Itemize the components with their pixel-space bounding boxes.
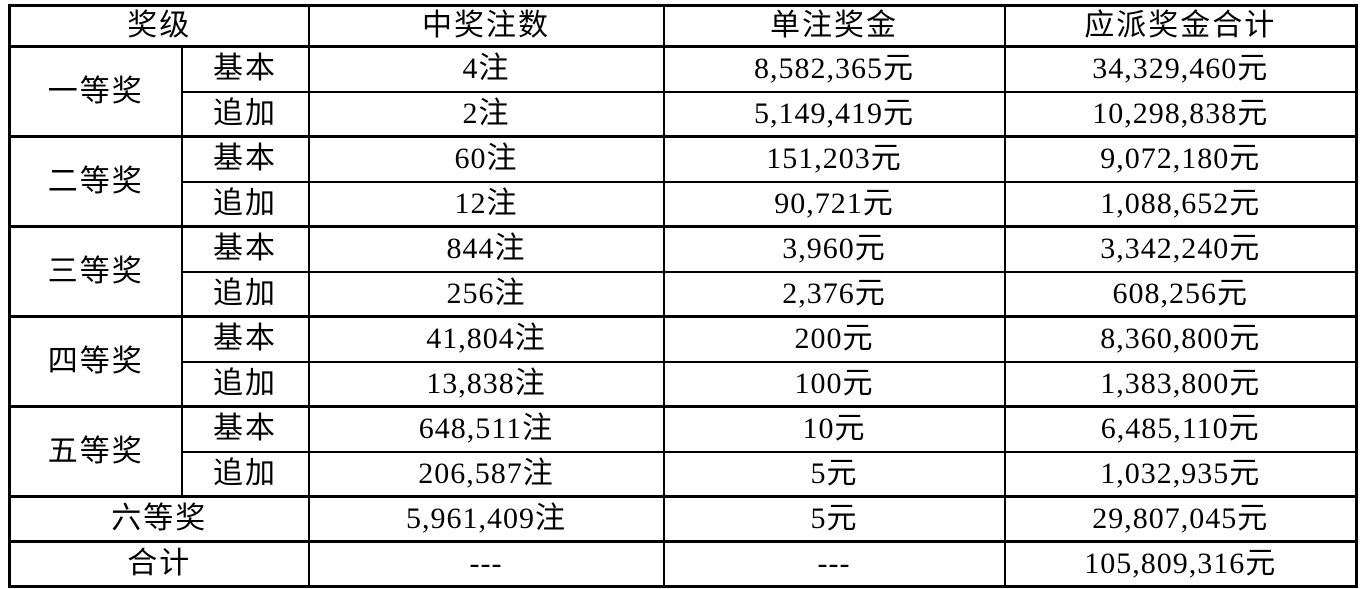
prize-level-cell: 五等奖 bbox=[8, 405, 183, 498]
summary-label-cell: 合计 bbox=[8, 540, 310, 588]
table-row: 五等奖 基本 648,511注 10元 6,485,110元 bbox=[8, 405, 1358, 498]
winning-bets-cell: 256注 bbox=[307, 270, 665, 318]
single-prize-cell: 151,203元 bbox=[662, 135, 1006, 183]
table-row-total: 合计 --- --- 105,809,316元 bbox=[8, 540, 1358, 588]
total-prize-cell: 9,072,180元 bbox=[1003, 135, 1358, 183]
total-prize-cell: 10,298,838元 bbox=[1003, 90, 1358, 138]
table-row: 追加 12注 90,721元 1,088,652元 bbox=[10, 180, 1358, 228]
total-prize-cell: 1,383,800元 bbox=[1003, 360, 1358, 408]
winning-bets-cell: 4注 bbox=[307, 45, 665, 93]
winning-bets-cell: 2注 bbox=[307, 90, 665, 138]
total-prize-cell: 34,329,460元 bbox=[1003, 45, 1358, 93]
table-row-sixth: 六等奖 5,961,409注 5元 29,807,045元 bbox=[8, 495, 1358, 543]
single-prize-cell: 2,376元 bbox=[662, 270, 1006, 318]
single-prize-cell: 90,721元 bbox=[662, 180, 1006, 228]
winning-bets-cell: 12注 bbox=[307, 180, 665, 228]
bet-type-cell: 追加 bbox=[180, 360, 310, 408]
table-row: 追加 256注 2,376元 608,256元 bbox=[10, 270, 1358, 318]
total-prize-cell: 29,807,045元 bbox=[1003, 495, 1358, 543]
table-row: 追加 13,838注 100元 1,383,800元 bbox=[10, 360, 1358, 408]
single-prize-cell: 8,582,365元 bbox=[662, 45, 1006, 93]
winning-bets-cell: 41,804注 bbox=[307, 315, 665, 363]
total-prize-cell: 1,088,652元 bbox=[1003, 180, 1358, 228]
total-prize-cell: 3,342,240元 bbox=[1003, 225, 1358, 273]
bet-type-cell: 基本 bbox=[180, 315, 310, 363]
table-header-row: 奖级 中奖注数 单注奖金 应派奖金合计 bbox=[8, 4, 1358, 48]
winning-bets-cell: 206,587注 bbox=[307, 450, 665, 498]
bet-type-cell: 基本 bbox=[180, 45, 310, 93]
prize-level-cell: 四等奖 bbox=[8, 315, 183, 408]
single-prize-cell: 3,960元 bbox=[662, 225, 1006, 273]
single-prize-cell: 5元 bbox=[662, 495, 1006, 543]
winning-bets-cell: 13,838注 bbox=[307, 360, 665, 408]
prize-level-cell: 一等奖 bbox=[8, 45, 183, 138]
table-row: 四等奖 基本 41,804注 200元 8,360,800元 bbox=[8, 315, 1358, 408]
total-prize-cell: 8,360,800元 bbox=[1003, 315, 1358, 363]
winning-bets-cell: 844注 bbox=[307, 225, 665, 273]
prize-level-cell: 六等奖 bbox=[8, 495, 310, 543]
prize-level-cell: 二等奖 bbox=[8, 135, 183, 228]
total-prize-cell: 608,256元 bbox=[1003, 270, 1358, 318]
header-prize-level: 奖级 bbox=[8, 4, 310, 48]
total-prize-cell: 1,032,935元 bbox=[1003, 450, 1358, 498]
bet-type-cell: 基本 bbox=[180, 225, 310, 273]
bet-type-cell: 追加 bbox=[180, 450, 310, 498]
table-row: 追加 206,587注 5元 1,032,935元 bbox=[10, 450, 1358, 498]
table-row: 三等奖 基本 844注 3,960元 3,342,240元 bbox=[8, 225, 1358, 318]
bet-type-cell: 追加 bbox=[180, 90, 310, 138]
table-row: 追加 2注 5,149,419元 10,298,838元 bbox=[10, 90, 1358, 138]
winning-bets-cell: 60注 bbox=[307, 135, 665, 183]
single-prize-cell: 200元 bbox=[662, 315, 1006, 363]
single-prize-cell: --- bbox=[662, 540, 1006, 588]
winning-bets-cell: 5,961,409注 bbox=[307, 495, 665, 543]
header-winning-bets: 中奖注数 bbox=[307, 4, 665, 48]
table-row: 一等奖 基本 4注 8,582,365元 34,329,460元 bbox=[8, 45, 1358, 138]
prize-level-cell: 三等奖 bbox=[8, 225, 183, 318]
header-single-prize: 单注奖金 bbox=[662, 4, 1006, 48]
bet-type-cell: 追加 bbox=[180, 270, 310, 318]
single-prize-cell: 100元 bbox=[662, 360, 1006, 408]
single-prize-cell: 10元 bbox=[662, 405, 1006, 453]
total-prize-cell: 6,485,110元 bbox=[1003, 405, 1358, 453]
bet-type-cell: 基本 bbox=[180, 135, 310, 183]
bet-type-cell: 追加 bbox=[180, 180, 310, 228]
table-row: 二等奖 基本 60注 151,203元 9,072,180元 bbox=[8, 135, 1358, 228]
single-prize-cell: 5元 bbox=[662, 450, 1006, 498]
winning-bets-cell: 648,511注 bbox=[307, 405, 665, 453]
header-total-prize: 应派奖金合计 bbox=[1003, 4, 1358, 48]
winning-bets-cell: --- bbox=[307, 540, 665, 588]
prize-table: 奖级 中奖注数 单注奖金 应派奖金合计 一等奖 基本 4注 8,582,365元… bbox=[8, 4, 1358, 588]
single-prize-cell: 5,149,419元 bbox=[662, 90, 1006, 138]
total-prize-cell: 105,809,316元 bbox=[1003, 540, 1358, 588]
bet-type-cell: 基本 bbox=[180, 405, 310, 453]
